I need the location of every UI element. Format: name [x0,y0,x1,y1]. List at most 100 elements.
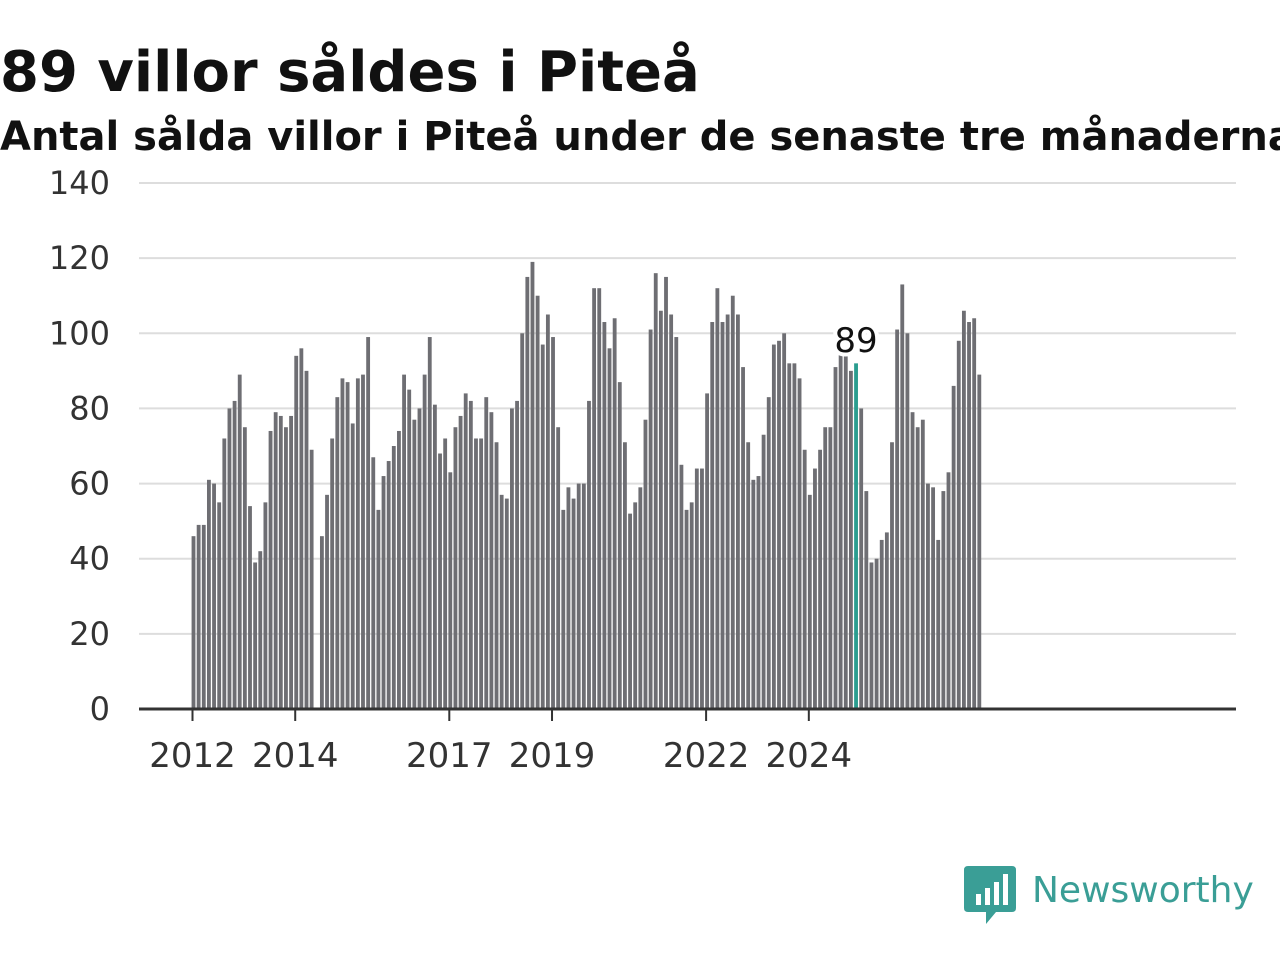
bar [427,337,432,709]
y-tick-label: 60 [69,465,110,503]
bar [561,509,566,709]
bar [638,487,643,709]
y-tick-label: 40 [69,540,110,578]
bar [304,370,309,709]
bar [735,314,740,709]
bar [196,524,201,709]
bar [232,400,237,709]
bar [212,483,216,709]
bar [510,408,514,709]
bar-chart-speech-bubble-icon [964,866,1016,924]
bar [874,558,879,709]
bar [782,333,787,709]
bar [530,261,535,709]
chart-title: 89 villor såldes i Piteå [0,40,700,105]
bar [499,494,504,709]
bar [936,539,941,709]
bars [191,261,982,709]
y-tick-label: 140 [49,164,110,202]
bar [227,408,232,709]
bar [915,427,920,709]
bar [658,310,663,709]
bar [833,367,838,709]
bar [884,532,889,709]
x-tick-label: 2014 [252,736,339,776]
bar [946,472,951,709]
bar [438,453,442,709]
bar [340,378,345,709]
x-tick-label: 2017 [406,736,493,776]
bar [977,374,982,709]
bar [422,374,427,709]
bar [206,479,211,709]
bar [489,412,494,709]
bar [864,491,869,709]
bar [494,442,499,709]
y-tick-label: 120 [49,239,110,277]
bar [818,449,823,709]
bar [407,389,412,709]
bar [458,415,463,709]
bar [299,348,304,709]
bar [669,314,674,709]
bar [397,430,401,709]
bar [705,393,710,709]
bar [648,329,653,709]
bar [504,498,509,709]
bar [248,506,252,709]
bar [848,370,853,709]
bar [278,415,283,709]
bar-highlight [854,363,858,709]
bar [710,322,715,709]
bar [961,310,966,709]
bar [879,539,884,709]
bar [294,355,299,709]
bar [545,314,550,709]
bar [217,502,222,709]
bar [263,502,268,709]
bar [766,397,771,709]
bar [325,494,329,709]
bar [730,295,735,709]
bar [720,322,725,709]
bar [391,446,396,709]
bar [443,438,448,709]
x-axis-ticks: 2012 2014 2017 2019 2022 2024 [149,709,852,776]
x-tick-label: 2022 [663,736,750,776]
bar [597,288,602,709]
newsworthy-logo: Newsworthy [964,866,1254,924]
y-tick-label: 100 [49,314,110,352]
bar [402,374,406,709]
brand-name: Newsworthy [1032,870,1254,911]
bar [684,509,689,709]
bar [284,427,288,709]
bar [468,400,473,709]
bar [417,408,422,709]
bar [623,442,627,709]
bar [700,468,704,709]
bar [432,404,437,709]
bar [900,284,905,709]
bar [237,374,242,709]
bar [787,363,792,709]
bar [253,562,258,709]
bar [802,449,807,709]
bar [926,483,930,709]
bar [910,412,915,709]
bar [761,434,766,709]
bar [725,314,730,709]
bar [828,427,833,709]
bar [376,509,381,709]
bar [607,348,612,709]
bar [535,295,540,709]
y-axis-ticks: 0 20 40 60 80 100 120 140 [49,164,110,728]
bar [797,378,802,709]
y-tick-label: 20 [69,615,110,653]
bar [366,337,371,709]
bar [258,551,263,709]
bar [694,468,699,709]
chart-subtitle: Antal sålda villor i Piteå under de sena… [0,114,1280,160]
bar [484,397,489,709]
y-tick-label: 80 [69,389,110,427]
